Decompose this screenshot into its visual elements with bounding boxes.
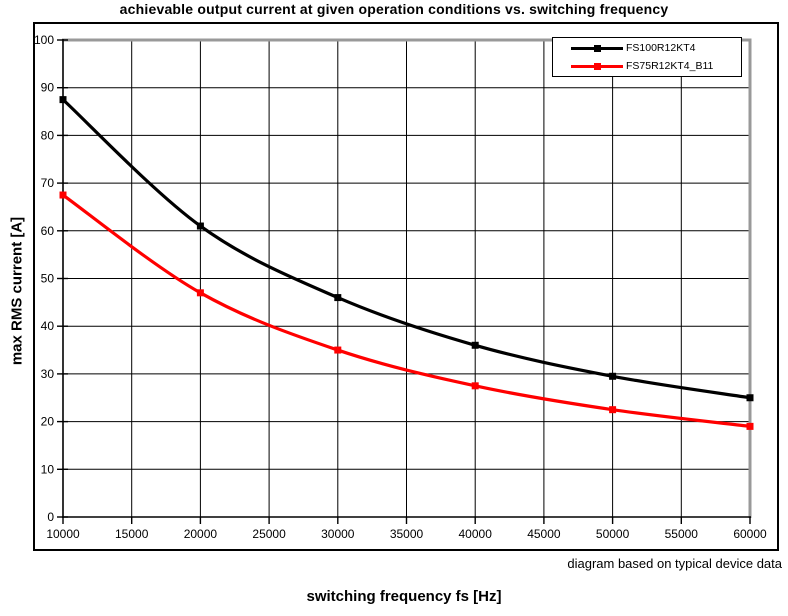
data-marker-FS75R12KT4_B11	[471, 382, 479, 390]
data-marker-FS100R12KT4	[746, 394, 754, 402]
data-marker-FS100R12KT4	[59, 96, 67, 104]
legend-item: FS100R12KT4	[553, 39, 741, 57]
x-tick-label: 35000	[390, 527, 424, 541]
legend-label: FS75R12KT4_B11	[626, 60, 714, 73]
x-tick-label: 15000	[115, 527, 149, 541]
y-tick-label: 60	[41, 224, 55, 238]
legend-label: FS100R12KT4	[626, 41, 696, 54]
x-tick-label: 10000	[46, 527, 80, 541]
x-axis-title: switching frequency fs [Hz]	[306, 588, 502, 605]
x-tick-label: 45000	[527, 527, 561, 541]
y-tick-label: 10	[41, 462, 55, 476]
data-marker-FS75R12KT4_B11	[59, 191, 67, 199]
y-tick-label: 0	[47, 510, 54, 524]
x-tick-label: 55000	[665, 527, 699, 541]
data-marker-FS75R12KT4_B11	[746, 422, 754, 430]
x-tick-label: 20000	[184, 527, 218, 541]
y-tick-label: 50	[41, 272, 55, 286]
data-marker-FS75R12KT4_B11	[334, 346, 342, 354]
x-tick-label: 50000	[596, 527, 630, 541]
data-marker-FS75R12KT4_B11	[609, 406, 617, 414]
chart-frame: 0 10 20 30 40 50 60 70 80 90 100 10000 15000 20000 250…	[33, 22, 779, 551]
y-tick-label: 30	[41, 367, 55, 381]
y-axis-title: max RMS current [A]	[8, 216, 26, 366]
data-marker-FS100R12KT4	[609, 372, 617, 380]
series-line-FS100R12KT4	[61, 98, 752, 400]
x-tick-label: 40000	[459, 527, 493, 541]
data-marker-FS75R12KT4_B11	[196, 289, 204, 297]
chart-title: achievable output current at given opera…	[119, 1, 669, 17]
y-tick-label: 100	[35, 33, 54, 47]
legend-item: FS75R12KT4_B11	[553, 57, 741, 75]
x-tick-label: 60000	[733, 527, 767, 541]
legend-line-marker-icon	[571, 44, 623, 52]
y-tick-label: 90	[41, 81, 55, 95]
y-tick-label: 80	[41, 128, 55, 142]
legend: FS100R12KT4 FS75R12KT4_B11	[552, 37, 742, 77]
credit-note: diagram based on typical device data	[567, 556, 782, 571]
plot-area: 0 10 20 30 40 50 60 70 80 90 100 10000 15000 20000 250…	[35, 33, 767, 541]
data-marker-FS100R12KT4	[196, 222, 204, 230]
x-tick-label: 30000	[321, 527, 355, 541]
y-tick-label: 20	[41, 415, 55, 429]
legend-line-marker-icon	[571, 62, 623, 71]
y-tick-label: 70	[41, 176, 55, 190]
series-line-FS75R12KT4_B11	[61, 193, 752, 428]
data-marker-FS100R12KT4	[471, 341, 479, 349]
x-tick-label: 25000	[252, 527, 286, 541]
data-marker-FS100R12KT4	[334, 294, 342, 302]
y-tick-label: 40	[41, 319, 55, 333]
